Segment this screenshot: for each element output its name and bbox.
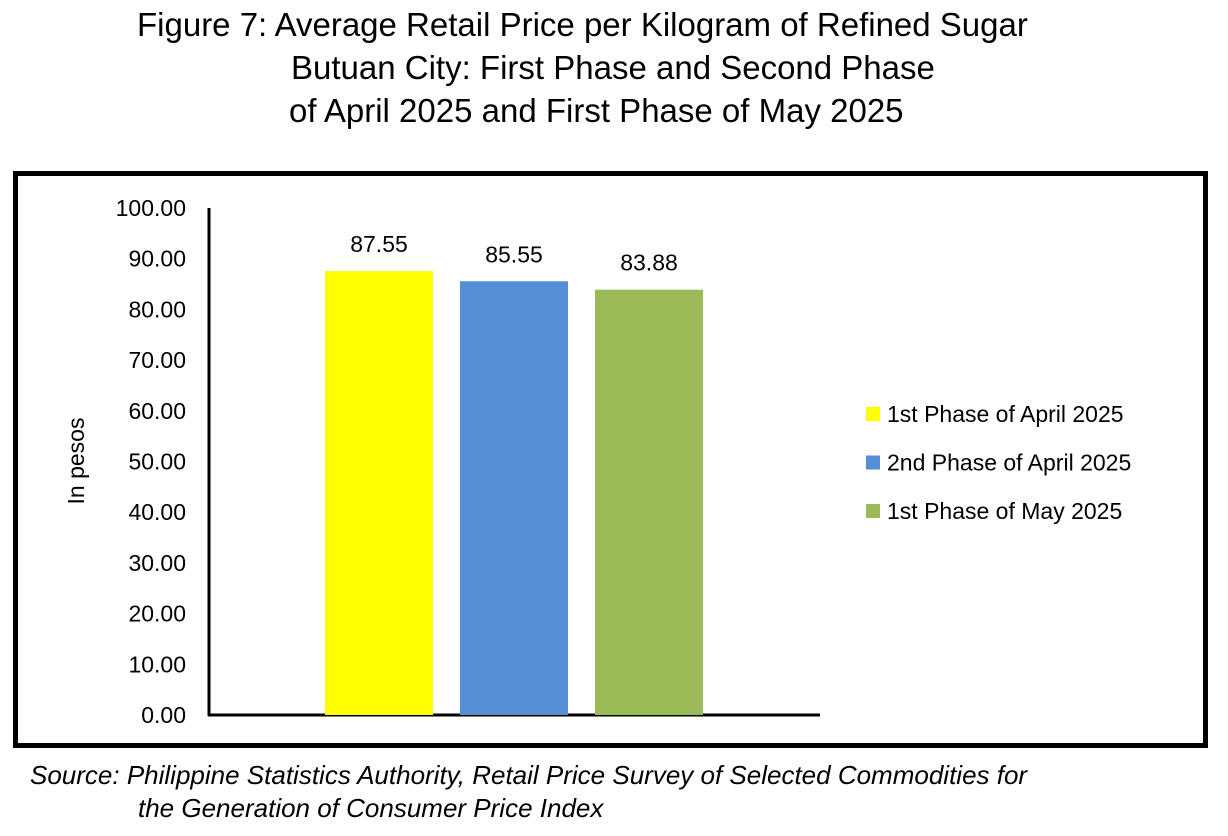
bar: [595, 289, 703, 715]
y-tick-label: 70.00: [128, 347, 186, 373]
y-tick-label: 0.00: [141, 702, 186, 728]
y-tick-label: 20.00: [128, 601, 186, 627]
bar: [325, 271, 433, 715]
legend-entry: 1st Phase of May 2025: [887, 498, 1122, 524]
y-tick-label: 90.00: [128, 246, 186, 272]
y-tick-label: 60.00: [128, 398, 186, 424]
data-label: 83.88: [620, 250, 678, 276]
legend-swatch: [866, 455, 880, 470]
source-note-line-1: Source: Philippine Statistics Authority,…: [30, 760, 1028, 790]
data-label: 87.55: [350, 231, 408, 257]
source-note-line-2: the Generation of Consumer Price Index: [138, 793, 604, 823]
y-tick-label: 40.00: [128, 499, 186, 525]
data-label: 85.55: [485, 241, 543, 267]
chart-title-line-1: Figure 7: Average Retail Price per Kilog…: [137, 6, 1028, 43]
y-tick-label: 50.00: [128, 449, 186, 475]
chart-title-line-3: of April 2025 and First Phase of May 202…: [289, 92, 904, 129]
legend-swatch: [866, 504, 880, 518]
legend-entry: 2nd Phase of April 2025: [887, 450, 1131, 476]
legend-swatch: [866, 407, 880, 421]
y-tick-label: 10.00: [128, 651, 186, 677]
y-tick-label: 80.00: [128, 296, 186, 322]
chart-frame: [13, 171, 1208, 748]
y-tick-label: 30.00: [128, 550, 186, 576]
y-tick-label: 100.00: [116, 195, 186, 221]
y-axis-label: In pesos: [63, 418, 89, 505]
legend-entry: 1st Phase of April 2025: [887, 401, 1124, 427]
chart-title-line-2: Butuan City: First Phase and Second Phas…: [291, 49, 935, 86]
bar: [460, 281, 568, 715]
